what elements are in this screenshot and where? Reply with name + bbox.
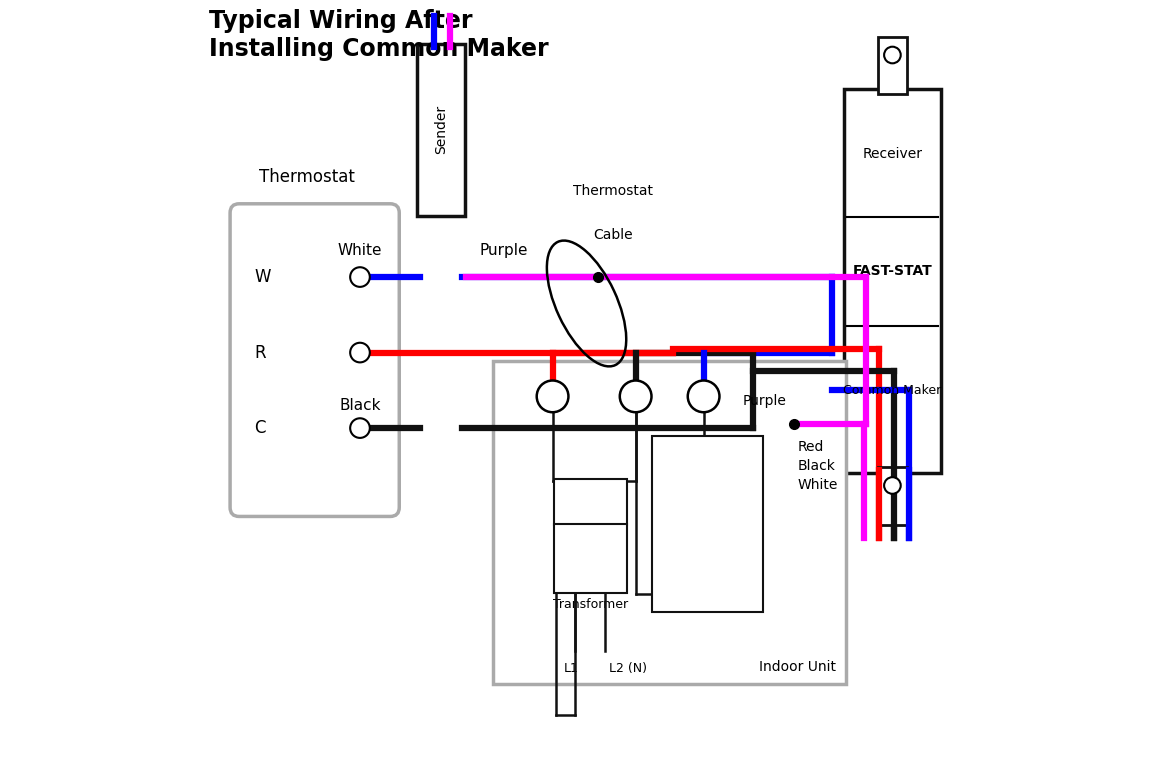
Circle shape xyxy=(688,381,719,412)
Text: Black: Black xyxy=(339,398,381,413)
Text: Thermostat: Thermostat xyxy=(573,183,653,198)
Text: White: White xyxy=(338,243,382,258)
FancyBboxPatch shape xyxy=(554,479,626,525)
Text: Receiver: Receiver xyxy=(863,147,923,161)
Text: Common Maker: Common Maker xyxy=(843,384,941,397)
Text: L2 (N): L2 (N) xyxy=(609,662,647,675)
Text: C: C xyxy=(631,390,640,402)
Text: Purple: Purple xyxy=(479,243,528,258)
Text: Purple: Purple xyxy=(742,393,786,408)
Text: White: White xyxy=(798,478,838,492)
FancyBboxPatch shape xyxy=(230,204,400,516)
Text: R: R xyxy=(255,343,266,362)
Text: Typical Wiring After
Installing Common Maker: Typical Wiring After Installing Common M… xyxy=(208,9,549,61)
FancyBboxPatch shape xyxy=(493,361,846,684)
Circle shape xyxy=(350,343,369,362)
Text: W: W xyxy=(255,268,271,286)
Circle shape xyxy=(350,418,369,438)
Text: Thermostat: Thermostat xyxy=(259,168,356,186)
Text: Cable: Cable xyxy=(593,228,632,242)
FancyBboxPatch shape xyxy=(844,89,940,473)
Text: Heat: Heat xyxy=(691,518,724,531)
Text: L1: L1 xyxy=(564,662,579,675)
Circle shape xyxy=(536,381,569,412)
FancyBboxPatch shape xyxy=(878,37,907,94)
Text: Transformer: Transformer xyxy=(552,598,628,611)
Circle shape xyxy=(350,268,369,287)
Text: Black: Black xyxy=(798,459,836,473)
Text: C: C xyxy=(255,419,265,437)
FancyBboxPatch shape xyxy=(652,437,763,612)
Text: W: W xyxy=(697,390,710,402)
Text: Red: Red xyxy=(798,440,824,454)
Text: FAST-STAT: FAST-STAT xyxy=(852,265,932,278)
Text: Indoor Unit: Indoor Unit xyxy=(758,659,836,674)
Circle shape xyxy=(884,47,901,64)
Circle shape xyxy=(884,478,901,493)
FancyBboxPatch shape xyxy=(554,524,626,593)
FancyBboxPatch shape xyxy=(417,44,466,216)
Text: R: R xyxy=(548,390,557,402)
FancyBboxPatch shape xyxy=(878,468,907,525)
Text: Sender: Sender xyxy=(434,105,448,155)
Circle shape xyxy=(620,381,652,412)
